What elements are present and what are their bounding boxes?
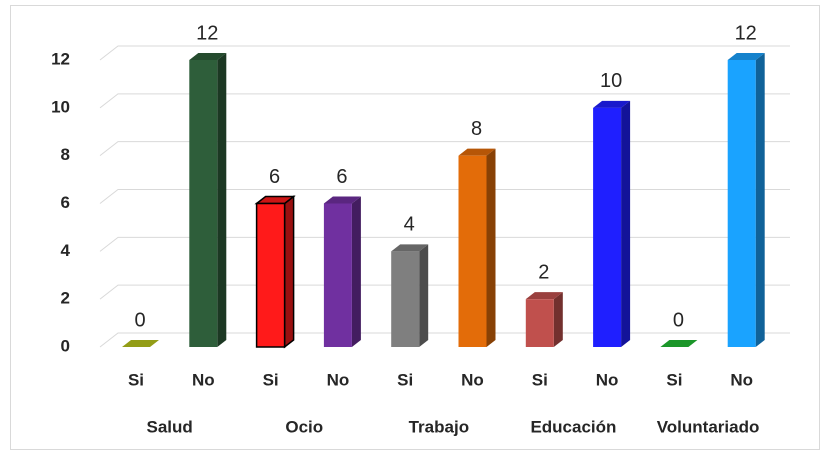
grid-line — [99, 141, 790, 157]
bar-side — [283, 194, 295, 349]
bar-front — [255, 202, 286, 348]
x-tick-label: No — [730, 370, 753, 389]
bar-side — [351, 196, 361, 347]
bar-front — [391, 251, 420, 347]
bar — [189, 53, 227, 347]
x-tick-label: Si — [532, 370, 548, 389]
bar-side — [755, 53, 765, 347]
group-label: Voluntariado — [657, 417, 760, 436]
data-label: 12 — [196, 22, 218, 44]
data-label: 0 — [134, 309, 145, 331]
bar — [122, 340, 159, 347]
bar — [323, 196, 361, 347]
y-tick-label: 10 — [51, 97, 70, 116]
bar-front — [323, 203, 352, 347]
bar-front — [525, 299, 554, 347]
data-label: 6 — [336, 166, 347, 188]
chart-border — [10, 5, 820, 450]
x-tick-label: Si — [666, 370, 682, 389]
bar-front — [458, 155, 487, 347]
bar-top — [323, 196, 361, 204]
grid-line — [99, 332, 790, 348]
bar-top — [458, 148, 496, 156]
group-label: Trabajo — [409, 417, 469, 436]
group-label: Ocio — [285, 417, 323, 436]
x-tick-label: No — [596, 370, 619, 389]
x-tick-label: Si — [128, 370, 144, 389]
x-tick-label: Si — [397, 370, 413, 389]
data-label: 10 — [600, 70, 622, 92]
bar-side — [419, 244, 429, 347]
bar-top — [391, 244, 429, 252]
data-label: 6 — [269, 166, 280, 188]
grid-line — [99, 236, 790, 252]
x-tick-label: Si — [263, 370, 279, 389]
data-label: 8 — [471, 118, 482, 140]
group-label: Educación — [530, 417, 616, 436]
grid-line — [99, 93, 790, 109]
bar — [727, 53, 765, 347]
bar-side — [217, 53, 227, 347]
y-tick-label: 4 — [61, 241, 71, 260]
y-tick-label: 12 — [51, 49, 70, 68]
grid-line — [99, 189, 790, 204]
bar — [254, 194, 296, 349]
data-label: 4 — [404, 214, 415, 236]
bar-side — [553, 292, 563, 347]
bar-top — [122, 340, 159, 347]
bar-top — [189, 53, 227, 60]
bar — [391, 244, 429, 347]
grid-line — [99, 284, 790, 300]
x-tick-label: No — [461, 370, 484, 389]
data-label: 12 — [735, 22, 757, 44]
y-tick-label: 6 — [61, 193, 70, 212]
bar — [593, 100, 631, 347]
bar-front — [727, 60, 756, 347]
y-tick-label: 8 — [61, 145, 70, 164]
x-tick-label: No — [327, 370, 350, 389]
grid-line — [99, 45, 790, 61]
y-tick-label: 0 — [61, 336, 70, 355]
bar — [525, 292, 563, 347]
bar-top — [660, 340, 698, 347]
bar-top — [727, 53, 765, 60]
group-label: Salud — [147, 417, 193, 436]
bar — [458, 148, 496, 347]
bar-front — [189, 60, 218, 347]
bar-side — [621, 100, 631, 347]
data-label: 0 — [673, 309, 684, 331]
y-tick-label: 2 — [61, 289, 70, 308]
bar — [660, 340, 698, 347]
bar-front — [593, 107, 622, 347]
bar-top — [525, 292, 563, 300]
x-tick-label: No — [192, 370, 215, 389]
bar-side — [486, 148, 496, 347]
bar-top — [593, 100, 631, 108]
data-label: 2 — [538, 261, 549, 283]
